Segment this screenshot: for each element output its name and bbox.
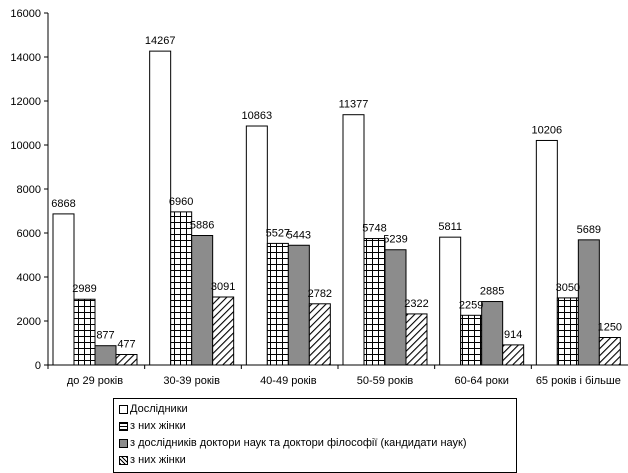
data-label: 877 — [96, 330, 114, 342]
y-tick-label: 12000 — [10, 96, 41, 108]
bar-series-4 — [212, 296, 235, 366]
bar-chart: 0 2000 4000 6000 8000 10000 12000 14000 16000 до… — [10, 8, 628, 387]
y-tick-label: 0 — [35, 360, 41, 372]
bar-series-4 — [308, 303, 331, 366]
bar-series-3 — [287, 244, 310, 366]
bar-series-1 — [439, 236, 462, 366]
bar-series-2 — [460, 314, 483, 366]
data-label: 5689 — [577, 224, 601, 236]
x-axis: до 29 років 30-39 років 40-49 років 50-59 р… — [47, 364, 628, 387]
x-tick-label: 30-39 років — [163, 375, 220, 387]
legend-label: з них жінки — [130, 420, 186, 432]
data-label: 5527 — [266, 227, 290, 239]
legend-swatch-white — [119, 404, 128, 414]
data-label: 5811 — [438, 221, 462, 233]
data-label: 2885 — [480, 286, 504, 298]
bar-series-1 — [342, 114, 365, 366]
bar-series-1 — [149, 50, 172, 366]
legend-swatch-hatch — [119, 455, 128, 465]
bar-series-4 — [502, 344, 525, 366]
data-label: 914 — [504, 329, 522, 341]
bar-series-2 — [556, 297, 579, 366]
bar-series-3 — [384, 249, 407, 366]
data-label: 10863 — [242, 110, 273, 122]
data-label: 2989 — [72, 283, 96, 295]
data-label: 5748 — [362, 223, 386, 235]
data-label: 2259 — [459, 299, 483, 311]
bar-series-1 — [245, 125, 268, 366]
bar-series-4 — [405, 313, 428, 366]
bar-series-3 — [191, 235, 214, 366]
data-label: 5443 — [287, 229, 311, 241]
bar-series-1 — [52, 213, 75, 366]
data-label: 11377 — [339, 99, 369, 111]
legend-item-doctors-women: з них жінки — [119, 454, 186, 466]
data-label: 2782 — [308, 288, 332, 300]
legend-item-researchers: Дослідники — [119, 403, 188, 415]
x-tick-label: 65 років і більше — [536, 375, 621, 387]
bar-series-1 — [535, 139, 558, 366]
bar-series-2 — [170, 211, 193, 366]
y-tick-label: 2000 — [17, 316, 41, 328]
x-tick-label: до 29 років — [67, 375, 123, 387]
bar-series-2 — [73, 298, 96, 366]
data-label: 2322 — [404, 298, 428, 310]
y-axis: 0 2000 4000 6000 8000 10000 12000 14000 16000 — [10, 8, 49, 372]
data-label: 3050 — [556, 282, 580, 294]
legend-label: з дослідників доктори наук та доктори фі… — [130, 437, 467, 449]
y-tick-label: 10000 — [10, 140, 41, 152]
y-tick-label: 14000 — [10, 52, 41, 64]
data-label: 14267 — [145, 35, 176, 47]
legend-item-doctors: з дослідників доктори наук та доктори фі… — [119, 437, 467, 449]
legend-swatch-grid — [119, 421, 128, 431]
y-tick-label: 6000 — [17, 228, 41, 240]
bar-series-2 — [363, 238, 386, 366]
data-label: 1250 — [598, 322, 622, 334]
bar-series-4 — [115, 354, 138, 366]
data-label: 3091 — [211, 281, 235, 293]
y-tick-label: 16000 — [10, 8, 41, 20]
legend-label: з них жінки — [130, 454, 186, 466]
legend-swatch-gray — [119, 438, 128, 448]
data-label: 5239 — [383, 234, 407, 246]
bar-series-3 — [481, 301, 504, 366]
data-label: 5886 — [190, 220, 214, 232]
legend-label: Дослідники — [130, 403, 188, 415]
data-label: 10206 — [532, 124, 563, 136]
legend-item-women: з них жінки — [119, 420, 186, 432]
bar-series-3 — [94, 345, 117, 366]
x-tick-label: 50-59 років — [357, 375, 414, 387]
bar-series-2 — [266, 242, 289, 366]
bar-series-3 — [577, 239, 600, 366]
x-tick-label: 40-49 років — [260, 375, 317, 387]
bars-group — [52, 50, 621, 366]
y-tick-label: 8000 — [17, 184, 41, 196]
legend: Дослідники з них жінки з дослідників док… — [113, 398, 517, 473]
x-tick-label: 60-64 роки — [454, 375, 508, 387]
data-label: 6960 — [169, 196, 193, 208]
data-label: 477 — [117, 339, 135, 351]
data-label: 6868 — [51, 198, 75, 210]
bar-series-4 — [598, 337, 621, 366]
y-tick-label: 4000 — [17, 272, 41, 284]
